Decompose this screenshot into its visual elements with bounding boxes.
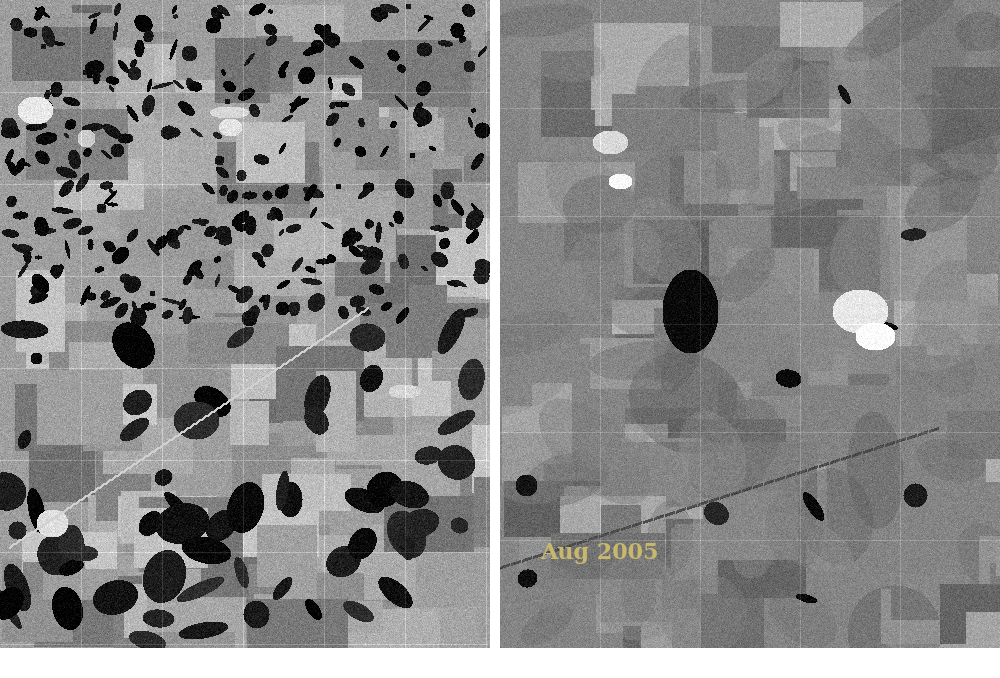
Text: Aug 2005: Aug 2005 (540, 542, 658, 564)
